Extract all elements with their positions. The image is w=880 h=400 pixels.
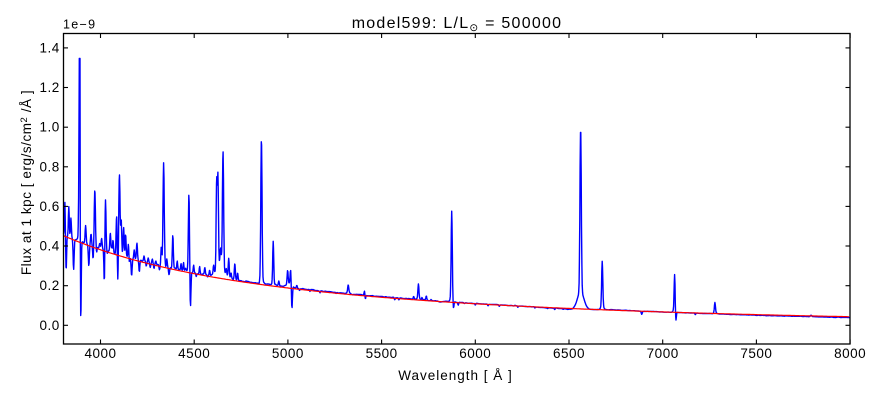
svg-text:Wavelength [ Å ]: Wavelength [ Å ] <box>398 368 513 383</box>
svg-text:4500: 4500 <box>178 346 210 361</box>
svg-text:8000: 8000 <box>834 346 866 361</box>
svg-text:0.6: 0.6 <box>40 199 60 214</box>
svg-text:Flux at 1 kpc [ erg/s/cm2 /Å ]: Flux at 1 kpc [ erg/s/cm2 /Å ] <box>19 90 34 275</box>
svg-text:5500: 5500 <box>366 346 398 361</box>
svg-text:7500: 7500 <box>740 346 772 361</box>
svg-text:0.2: 0.2 <box>40 278 60 293</box>
svg-text:1e−9: 1e−9 <box>63 18 96 32</box>
svg-text:6000: 6000 <box>459 346 491 361</box>
svg-text:7000: 7000 <box>647 346 679 361</box>
svg-text:0.0: 0.0 <box>40 318 60 333</box>
svg-text:5000: 5000 <box>272 346 304 361</box>
svg-text:4000: 4000 <box>84 346 116 361</box>
svg-text:1.0: 1.0 <box>40 120 60 135</box>
svg-text:1.4: 1.4 <box>40 40 60 55</box>
svg-text:0.8: 0.8 <box>40 159 60 174</box>
svg-text:1.2: 1.2 <box>40 80 60 95</box>
svg-text:6500: 6500 <box>553 346 585 361</box>
svg-text:model599: L/L⊙ = 500000: model599: L/L⊙ = 500000 <box>352 15 563 34</box>
svg-text:0.4: 0.4 <box>40 239 60 254</box>
